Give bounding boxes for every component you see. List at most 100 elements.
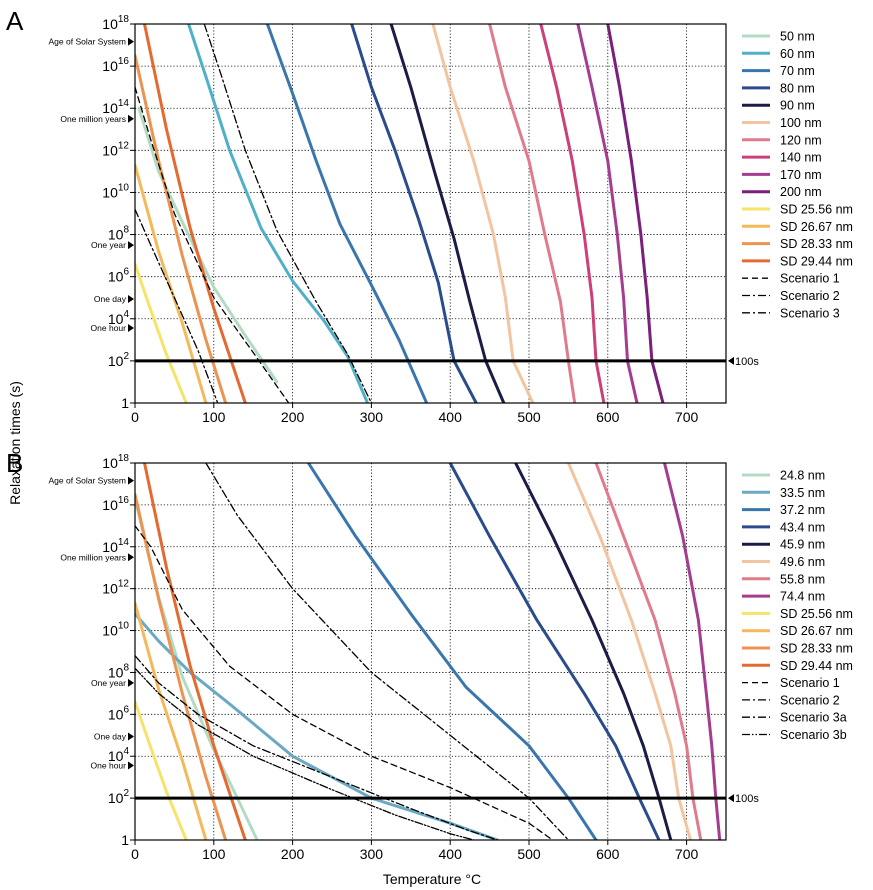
panel-b-series-scenario-3b	[135, 667, 475, 840]
panel-b-time-marker-label: One day	[94, 732, 127, 742]
panel-b-y-tick-label: 1012	[102, 579, 129, 597]
panel-b-reference-arrow	[728, 794, 734, 803]
panel-a-y-tick-base: 10	[108, 269, 124, 285]
panel-b-y-tick-label: 106	[108, 704, 130, 722]
panel-b-time-marker-arrow	[128, 553, 134, 562]
panel-b-series-sd-29-44-nm	[143, 463, 247, 840]
panel-b-x-tick-label: 400	[439, 846, 463, 862]
panel-b-time-marker-label: Age of Solar System	[49, 476, 126, 486]
panel-b-y-tick-label: 108	[108, 662, 130, 680]
panel-a-time-marker-label: One day	[94, 294, 127, 304]
panel-a-y-tick-exponent: 16	[118, 56, 130, 67]
panel-a-time-marker-arrow	[128, 324, 134, 333]
panel-a-x-tick-label: 400	[439, 409, 463, 425]
panel-a-y-tick-exponent: 18	[118, 14, 130, 25]
panel-a-legend-label: 100 nm	[780, 116, 822, 130]
panel-a-y-tick-label: 106	[108, 267, 130, 285]
panel-b-y-tick-label: 1	[121, 832, 129, 848]
panel-a-time-marker-label: One million years	[60, 114, 126, 124]
panel-b-y-tick-base: 10	[102, 539, 118, 555]
panel-a-series-scenario-2	[135, 208, 219, 403]
panel-b-x-tick-label: 300	[360, 846, 384, 862]
panel-a-x-tick-label: 200	[281, 409, 305, 425]
panel-a-legend-label: 80 nm	[780, 81, 815, 95]
panel-a-x-tick-label: 300	[360, 409, 384, 425]
panel-a-y-tick-base: 10	[108, 227, 124, 243]
panel-b-y-tick-label: 1018	[102, 453, 129, 471]
panel-b-y-tick-exponent: 12	[118, 579, 130, 590]
panel-b-series-scenario-3a	[135, 655, 499, 840]
panel-b-y-tick-exponent: 4	[123, 746, 129, 757]
panel-b-reference-label: 100s	[735, 793, 759, 805]
panel-a-y-tick-base: 10	[102, 100, 118, 116]
panel-a-y-tick-base: 10	[102, 142, 118, 158]
panel-b-x-tick-label: 0	[131, 846, 139, 862]
panel-a-series-120-nm	[488, 24, 577, 403]
panel-a-legend-label: SD 26.67 nm	[780, 220, 853, 234]
panel-b-y-tick-exponent: 6	[123, 704, 129, 715]
panel-b-y-tick-exponent: 16	[118, 495, 130, 506]
panel-b-legend-label: Scenario 1	[780, 676, 840, 690]
panel-b-time-marker-label: One year	[91, 678, 126, 688]
panel-a-reference-arrow	[728, 356, 734, 365]
panel-a-time-marker-arrow	[128, 114, 134, 123]
panel-b-y-tick-base: 10	[102, 455, 118, 471]
panel-b-legend-label: 43.4 nm	[780, 520, 825, 534]
panel-a-x-tick-label: 700	[675, 409, 699, 425]
panel-a-legend-label: Scenario 2	[780, 289, 840, 303]
panel-a-series-sd-25-56-nm	[135, 262, 188, 403]
panel-b-legend-label: 24.8 nm	[780, 469, 825, 483]
panel-a-y-tick-exponent: 6	[123, 267, 129, 278]
panel-a-series-sd-26-67-nm	[135, 163, 208, 403]
panel-b-y-tick-base: 10	[108, 790, 124, 806]
panel-b-y-tick-exponent: 8	[123, 662, 129, 673]
panel-a-y-tick-base: 10	[108, 353, 124, 369]
panel-a-time-marker-label: Age of Solar System	[49, 37, 126, 47]
panel-b-series-37-2-nm	[306, 463, 598, 840]
panel-a-series-50-nm	[137, 106, 279, 384]
panel-a-letter: A	[6, 6, 24, 36]
panel-b-time-marker-arrow	[128, 476, 134, 485]
panel-a-legend-label: 50 nm	[780, 30, 815, 44]
panel-a-time-marker-arrow	[128, 241, 134, 250]
panel-b-series-55-8-nm	[594, 463, 703, 840]
panel-a-reference-label: 100s	[735, 356, 759, 368]
panel-a-time-marker-arrow	[128, 37, 134, 46]
panel-a-plot-frame	[134, 23, 727, 404]
panel-b-x-tick-label: 100	[202, 846, 226, 862]
panel-a-legend-label: SD 28.33 nm	[780, 237, 853, 251]
panel-a-y-tick-base: 10	[102, 58, 118, 74]
panel-a-series-scenario-3	[203, 24, 373, 403]
panel-b-y-tick-label: 104	[108, 746, 130, 764]
panel-b-y-tick-base: 10	[108, 706, 124, 722]
panel-a-legend-label: 70 nm	[780, 64, 815, 78]
panel-a-y-tick-exponent: 4	[123, 309, 129, 320]
panel-a-series-140-nm	[539, 24, 606, 403]
panel-a-x-tick-label: 500	[517, 409, 541, 425]
panel-b-y-tick-exponent: 18	[118, 453, 130, 464]
panel-b-y-tick-base: 10	[102, 497, 118, 513]
panel-a-y-tick-label: 1014	[102, 98, 129, 116]
panel-b-x-tick-label: 500	[517, 846, 541, 862]
panel-b-legend-label: 55.8 nm	[780, 572, 825, 586]
panel-a-y-tick-label: 104	[108, 309, 130, 327]
panel-a-legend-label: SD 29.44 nm	[780, 254, 853, 268]
panel-b-plot-frame	[134, 462, 727, 841]
panel-b-y-tick-label: 102	[108, 788, 130, 806]
panel-b-letter: B	[6, 448, 23, 478]
panel-b-legend-label: 49.6 nm	[780, 555, 825, 569]
panel-a-legend-label: 60 nm	[780, 47, 815, 61]
panel-b-series-scenario-1	[135, 525, 554, 840]
panel-a-y-tick-base: 10	[102, 184, 118, 200]
panel-b-y-tick-base: 10	[108, 748, 124, 764]
panel-a-y-tick-label: 108	[108, 225, 130, 243]
panel-b-time-marker-arrow	[128, 761, 134, 770]
panel-b-legend-label: 45.9 nm	[780, 538, 825, 552]
panel-b-time-marker-label: One million years	[60, 552, 126, 562]
panel-b-series-group	[135, 463, 722, 840]
panel-a-x-tick-label: 600	[596, 409, 620, 425]
panel-b-x-tick-label: 200	[281, 846, 305, 862]
panel-a-x-tick-label: 0	[131, 409, 139, 425]
